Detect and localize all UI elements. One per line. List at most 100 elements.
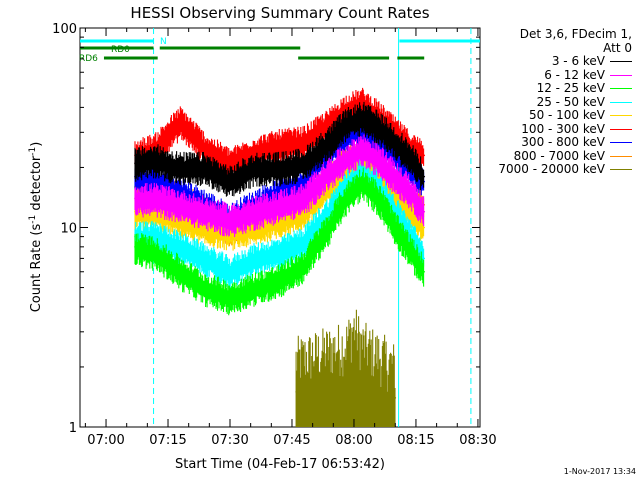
data-point-1-8 — [328, 171, 330, 173]
legend-entry-2: 12 - 25 keV — [482, 81, 632, 96]
data-point-2-6 — [278, 278, 281, 281]
legend: Det 3,6, FDecim 1, Att 0 3 - 6 keV 6 - 12… — [482, 27, 632, 177]
chart-title: HESSI Observing Summary Count Rates — [130, 4, 429, 22]
data-point-3-14 — [423, 257, 426, 260]
data-point-2-7 — [303, 264, 306, 266]
x-tick-label-2: 07:30 — [211, 433, 248, 448]
data-point-1-10 — [361, 147, 364, 149]
legend-swatch-6 — [610, 142, 632, 144]
y-tick-label-1: 10 — [60, 222, 77, 237]
data-point-0-12 — [394, 140, 397, 143]
data-point-2-2 — [179, 270, 182, 273]
data-point-0-13 — [411, 158, 413, 160]
series-1 — [134, 134, 426, 237]
data-point-4-9 — [344, 171, 347, 173]
legend-entry-7: 800 - 7000 keV — [482, 148, 632, 164]
data-point-6-1 — [154, 180, 157, 183]
legend-swatch-2 — [610, 88, 632, 90]
series-2 — [134, 167, 426, 316]
data-point-0-1 — [154, 158, 157, 160]
data-point-1-13 — [411, 191, 413, 194]
legend-header-line1: Det 3,6, FDecim 1, — [519, 27, 632, 41]
footer-timestamp: 1-Nov-2017 13:34 — [563, 467, 636, 476]
data-point-8-5 — [361, 375, 364, 377]
legend-label-5: 100 - 300 keV — [521, 121, 605, 136]
data-point-3-9 — [344, 185, 347, 188]
data-point-8-6 — [377, 385, 380, 388]
legend-swatch-3 — [610, 101, 632, 103]
data-point-0-10 — [361, 115, 364, 118]
x-tick-label-5: 08:15 — [397, 433, 434, 448]
data-point-3-7 — [303, 240, 306, 243]
data-point-2-3 — [204, 286, 207, 289]
x-tick-label-6: 08:30 — [459, 433, 496, 448]
data-point-0-9 — [344, 123, 347, 125]
series-trace-2 — [134, 167, 425, 316]
data-point-1-9 — [344, 158, 347, 160]
data-point-0-14 — [423, 175, 426, 178]
data-point-3-2 — [179, 246, 182, 248]
data-point-0-7 — [303, 162, 306, 165]
series-0 — [134, 101, 426, 197]
series-8 — [295, 309, 397, 427]
data-point-1-6 — [278, 203, 281, 206]
series-trace-1 — [134, 134, 425, 237]
data-point-2-8 — [328, 226, 330, 229]
legend-entry-6: 300 - 800 keV — [482, 135, 632, 150]
legend-swatch-5 — [610, 128, 632, 130]
data-point-5-8 — [328, 123, 330, 125]
y-axis-label: Count Rate (s-1 detector-1) — [28, 142, 44, 313]
data-point-1-2 — [179, 203, 182, 206]
legend-entry-4: 50 - 100 keV — [482, 108, 632, 123]
data-point-5-7 — [303, 140, 306, 143]
flag-label-rd6: RD6 — [79, 54, 98, 64]
legend-header-line2: Att 0 — [603, 40, 632, 55]
x-axis-label: Start Time (04-Feb-17 06:53:42) — [175, 457, 385, 472]
data-point-6-7 — [303, 180, 306, 183]
data-point-2-14 — [423, 270, 426, 273]
legend-entry-8: 7000 - 20000 keV — [482, 162, 632, 177]
legend-label-3: 25 - 50 keV — [536, 94, 605, 109]
legend-swatch-7 — [610, 155, 632, 157]
data-point-2-10 — [361, 180, 364, 183]
data-point-1-0 — [134, 197, 136, 200]
x-tick-label-0: 07:00 — [87, 433, 124, 448]
legend-entry-5: 100 - 300 keV — [482, 121, 632, 137]
data-point-5-14 — [423, 154, 426, 157]
data-point-3-3 — [204, 257, 207, 260]
data-point-5-12 — [394, 131, 397, 134]
data-point-2-11 — [377, 197, 380, 200]
data-point-3-12 — [394, 210, 397, 213]
data-point-8-0 — [295, 391, 297, 393]
data-point-6-2 — [179, 191, 182, 194]
y-tick-label-0: 1 — [69, 421, 77, 436]
legend-label-7: 800 - 7000 keV — [513, 148, 605, 163]
data-point-2-0 — [134, 246, 136, 248]
data-point-1-7 — [303, 197, 306, 200]
data-point-1-1 — [154, 197, 157, 200]
legend-label-8: 7000 - 20000 keV — [498, 162, 605, 176]
data-point-1-3 — [204, 210, 207, 213]
x-tick-label-3: 07:45 — [273, 433, 310, 448]
flag-label-rd0: RD0 — [111, 45, 130, 55]
data-point-4-14 — [423, 226, 426, 229]
legend-swatch-0 — [610, 61, 632, 63]
data-point-2-1 — [154, 251, 157, 254]
data-point-3-6 — [278, 251, 281, 254]
data-point-1-4 — [229, 218, 231, 221]
data-point-5-4 — [229, 162, 231, 165]
series-layer — [134, 87, 426, 427]
legend-entry-1: 6 - 12 keV — [482, 67, 632, 83]
data-point-3-10 — [361, 171, 364, 173]
legend-label-1: 6 - 12 keV — [544, 67, 605, 82]
data-point-3-4 — [229, 270, 231, 273]
data-point-8-7 — [394, 397, 397, 399]
axes-layer: 07:00 07:15 07:30 07:45 08:00 08:15 08:30 1 10 10… — [52, 22, 496, 448]
data-point-1-14 — [423, 210, 426, 213]
data-point-1-12 — [394, 175, 397, 178]
legend-label-2: 12 - 25 keV — [536, 81, 605, 95]
flag-bars: N RD0 RD6 — [79, 37, 480, 64]
legend-label-6: 300 - 800 keV — [521, 135, 605, 149]
data-point-3-8 — [328, 210, 330, 213]
flag-label-n: N — [160, 37, 167, 47]
